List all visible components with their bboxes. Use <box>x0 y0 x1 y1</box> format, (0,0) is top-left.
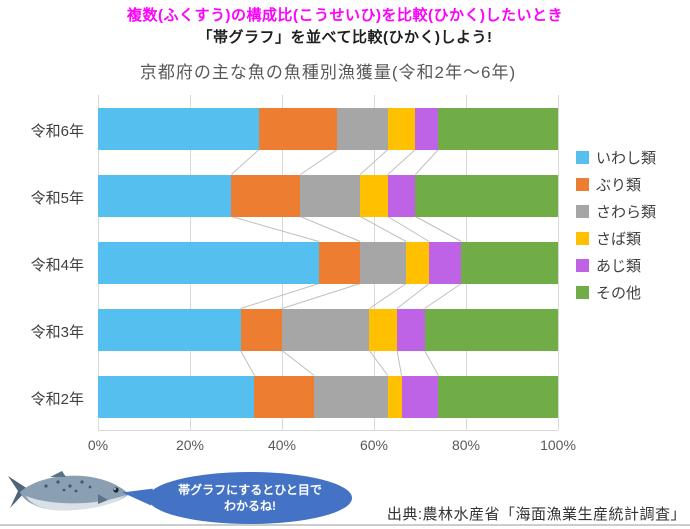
speech-bubble-text-line1: 帯グラフにするとひと目で <box>178 483 322 497</box>
legend-label: その他 <box>596 285 642 302</box>
bar-segment <box>98 174 232 217</box>
connector-line <box>396 283 430 309</box>
x-axis-tick-label: 100% <box>540 437 576 453</box>
speech-bubble-text-line2: わかるね! <box>224 499 276 513</box>
bar-row <box>98 241 558 284</box>
y-axis-labels: 令和6年令和5年令和4年令和3年令和2年 <box>0 95 92 430</box>
bar-segment <box>438 375 558 418</box>
bar-segment <box>424 308 558 351</box>
y-axis-label: 令和2年 <box>30 390 84 408</box>
bar-segment <box>360 241 407 284</box>
legend-swatch-icon <box>576 205 589 218</box>
fish-photo <box>8 471 129 511</box>
connector-line <box>359 216 407 242</box>
bar-row <box>98 107 558 150</box>
bar-segment <box>360 174 388 217</box>
connector-line <box>387 149 416 175</box>
legend-item: いわし類 <box>576 144 656 171</box>
bar-segment <box>387 375 402 418</box>
bar-segment <box>429 241 462 284</box>
bar-segment <box>300 174 361 217</box>
legend-label: いわし類 <box>596 150 657 167</box>
bar-row <box>98 375 558 418</box>
bar-segment <box>415 174 558 217</box>
bar-segment <box>240 308 282 351</box>
bar-segment <box>438 107 558 150</box>
bar-segment <box>314 375 388 418</box>
lesson-title-line2: 「帯グラフ」を並べて比較(ひかく)しよう! <box>197 29 493 46</box>
x-axis-labels: 0% 20% 40% 60% 80% 100% <box>88 437 576 455</box>
connector-line <box>424 283 462 309</box>
connector-line <box>240 350 255 376</box>
legend-item: さば類 <box>576 225 656 252</box>
legend-swatch-icon <box>576 178 589 191</box>
legend-swatch-icon <box>576 151 589 164</box>
chart-legend: いわし類ぶり類さわら類さば類あじ類その他 <box>576 144 656 306</box>
y-axis-label: 令和4年 <box>30 256 84 274</box>
legend-item: その他 <box>576 279 656 306</box>
bar-segment <box>259 107 338 150</box>
bar-segment <box>98 107 259 150</box>
connector-line <box>424 350 439 376</box>
x-axis-tick-label: 20% <box>175 437 205 453</box>
connector-line <box>415 149 439 175</box>
bar-segment <box>369 308 397 351</box>
stacked-bar-plot-area <box>98 95 559 431</box>
bar-row <box>98 174 558 217</box>
bar-segment <box>415 107 439 150</box>
bar-segment <box>461 241 558 284</box>
bar-segment <box>98 375 255 418</box>
connector-line <box>281 283 361 309</box>
connector-line <box>387 216 430 242</box>
x-axis-tick-label: 0% <box>87 437 109 453</box>
x-axis-tick-label: 80% <box>451 437 481 453</box>
bar-segment <box>231 174 301 217</box>
legend-item: さわら類 <box>576 198 656 225</box>
chart-title: 京都府の主な魚の魚種別漁獲量(令和2年〜6年) <box>139 63 517 82</box>
connector-line <box>396 350 403 376</box>
connector-line <box>415 216 462 242</box>
connector-line <box>240 283 319 309</box>
lesson-title-line1: 複数(ふくすう)の構成比(こうせいひ)を比較(ひかく)したいとき <box>127 7 563 24</box>
grid-line <box>558 95 559 430</box>
bar-segment <box>337 107 388 150</box>
bar-segment <box>406 241 430 284</box>
y-axis-label: 令和5年 <box>30 189 84 207</box>
connector-line <box>281 350 315 376</box>
bar-segment <box>396 308 425 351</box>
bar-row <box>98 308 558 351</box>
legend-label: さわら類 <box>596 204 657 221</box>
bar-segment <box>387 174 416 217</box>
speech-bubble: 帯グラフにするとひと目で わかるね! <box>148 472 352 524</box>
x-axis-tick-label: 40% <box>267 437 297 453</box>
bar-segment <box>254 375 315 418</box>
legend-item: あじ類 <box>576 252 656 279</box>
connector-line <box>300 216 361 242</box>
connector-line <box>231 216 319 242</box>
legend-swatch-icon <box>576 259 589 272</box>
legend-label: ぶり類 <box>596 177 642 194</box>
bar-segment <box>387 107 416 150</box>
legend-swatch-icon <box>576 232 589 245</box>
legend-label: さば類 <box>596 231 642 248</box>
legend-swatch-icon <box>576 286 589 299</box>
connector-line <box>368 350 389 376</box>
bar-segment <box>318 241 361 284</box>
source-citation: 出典:農林水産省「海面漁業生産統計調査」 <box>386 506 686 523</box>
y-axis-label: 令和3年 <box>30 323 84 341</box>
connector-line <box>300 149 338 175</box>
x-axis-tick-label: 60% <box>359 437 389 453</box>
bar-segment <box>401 375 439 418</box>
bottom-divider <box>0 524 690 526</box>
bar-segment <box>98 241 319 284</box>
bar-segment <box>281 308 370 351</box>
y-axis-label: 令和6年 <box>30 122 84 140</box>
legend-item: ぶり類 <box>576 171 656 198</box>
connector-line <box>231 149 260 175</box>
bar-segment <box>98 308 241 351</box>
legend-label: あじ類 <box>596 258 642 275</box>
